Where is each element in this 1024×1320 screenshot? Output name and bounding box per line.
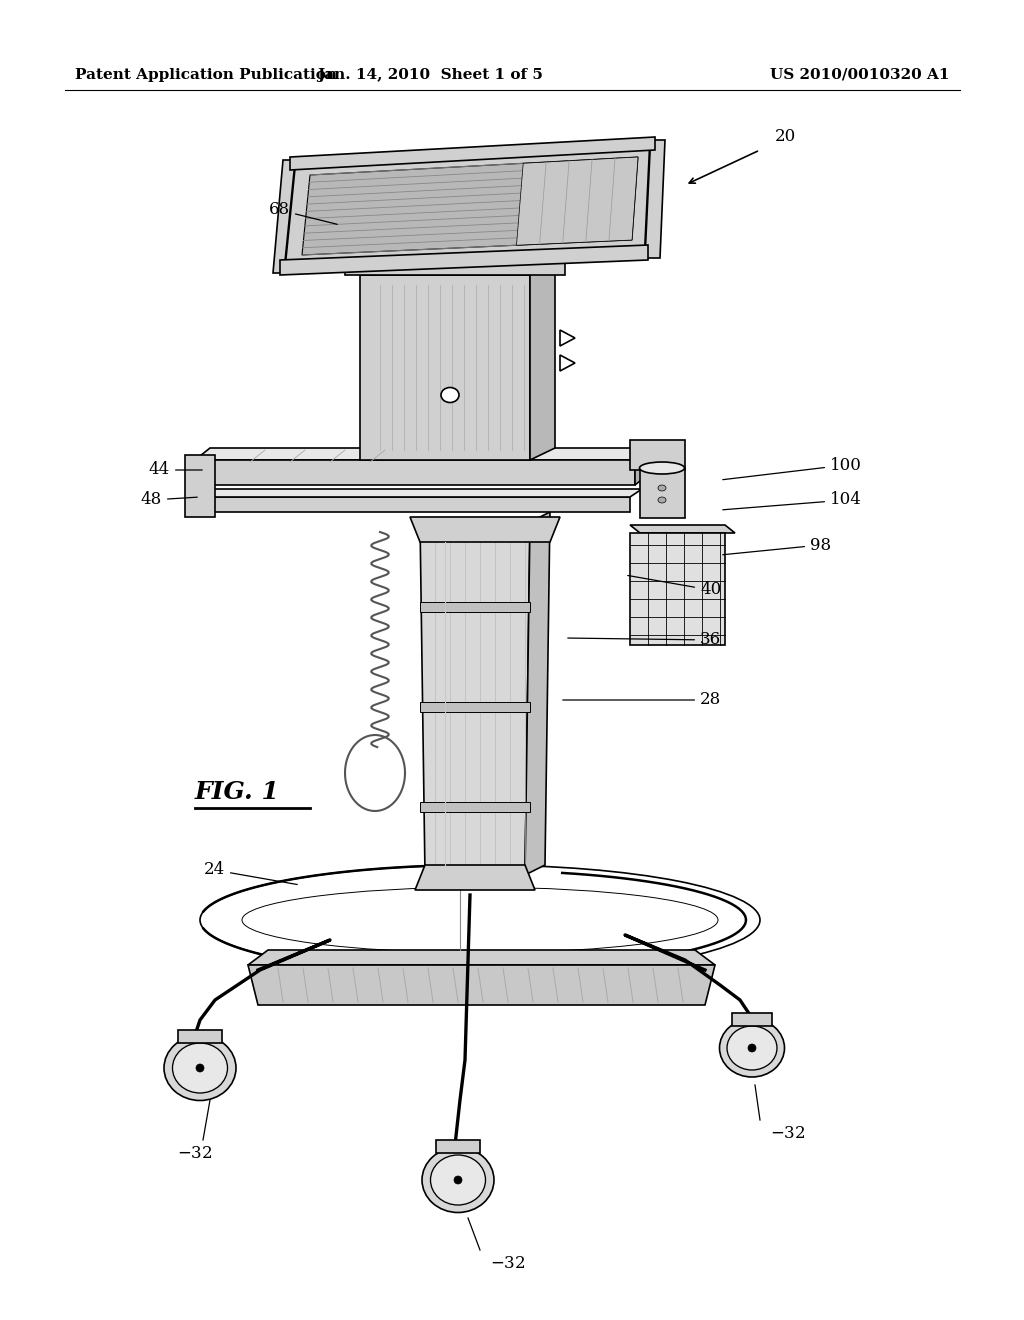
Ellipse shape — [748, 1044, 756, 1052]
Polygon shape — [360, 275, 530, 459]
Ellipse shape — [658, 498, 666, 503]
Text: US 2010/0010320 A1: US 2010/0010320 A1 — [770, 69, 950, 82]
Ellipse shape — [640, 462, 684, 474]
Polygon shape — [516, 157, 638, 246]
Polygon shape — [195, 459, 635, 484]
Text: 68: 68 — [269, 202, 337, 224]
Text: Jan. 14, 2010  Sheet 1 of 5: Jan. 14, 2010 Sheet 1 of 5 — [317, 69, 543, 82]
Polygon shape — [195, 447, 650, 459]
Ellipse shape — [441, 388, 459, 403]
Polygon shape — [200, 498, 630, 512]
Polygon shape — [630, 525, 735, 533]
Text: $\mathsf{-}$32: $\mathsf{-}$32 — [770, 1125, 806, 1142]
Ellipse shape — [422, 1147, 494, 1213]
Polygon shape — [302, 157, 638, 255]
Text: 44: 44 — [148, 462, 202, 479]
Polygon shape — [630, 533, 725, 645]
Polygon shape — [280, 246, 648, 275]
Polygon shape — [525, 512, 550, 875]
Text: 98: 98 — [723, 536, 831, 554]
Ellipse shape — [658, 484, 666, 491]
Polygon shape — [436, 1140, 480, 1152]
Polygon shape — [290, 137, 655, 170]
Polygon shape — [248, 965, 715, 1005]
Polygon shape — [530, 263, 555, 459]
Text: 100: 100 — [723, 457, 862, 479]
Polygon shape — [415, 865, 535, 890]
Polygon shape — [635, 447, 650, 484]
Text: $\mathsf{-}$32: $\mathsf{-}$32 — [177, 1144, 213, 1162]
Polygon shape — [640, 469, 685, 517]
Ellipse shape — [727, 1026, 777, 1071]
Polygon shape — [560, 355, 575, 371]
Text: 28: 28 — [563, 692, 721, 709]
Polygon shape — [420, 602, 530, 612]
Text: 20: 20 — [775, 128, 797, 145]
Polygon shape — [273, 160, 297, 273]
Ellipse shape — [172, 1043, 227, 1093]
Text: 24: 24 — [204, 862, 297, 884]
Text: Patent Application Publication: Patent Application Publication — [75, 69, 337, 82]
Text: 36: 36 — [567, 631, 721, 648]
Polygon shape — [560, 330, 575, 346]
Polygon shape — [630, 440, 685, 470]
Text: $\mathsf{-}$32: $\mathsf{-}$32 — [490, 1255, 525, 1272]
Text: 104: 104 — [723, 491, 862, 510]
Ellipse shape — [720, 1019, 784, 1077]
Ellipse shape — [454, 1176, 462, 1184]
Polygon shape — [643, 140, 665, 257]
Ellipse shape — [196, 1064, 204, 1072]
Polygon shape — [732, 1012, 772, 1026]
Text: 48: 48 — [140, 491, 198, 508]
Text: 40: 40 — [628, 576, 721, 598]
Polygon shape — [178, 1030, 222, 1043]
Polygon shape — [410, 517, 560, 543]
Polygon shape — [345, 260, 565, 275]
Polygon shape — [185, 455, 215, 517]
Polygon shape — [285, 145, 650, 265]
Polygon shape — [420, 803, 530, 812]
Ellipse shape — [164, 1035, 236, 1101]
Polygon shape — [200, 488, 642, 498]
Polygon shape — [420, 521, 530, 875]
Polygon shape — [420, 702, 530, 711]
Polygon shape — [360, 263, 555, 275]
Ellipse shape — [430, 1155, 485, 1205]
Text: FIG. 1: FIG. 1 — [195, 780, 280, 804]
Polygon shape — [248, 950, 715, 965]
